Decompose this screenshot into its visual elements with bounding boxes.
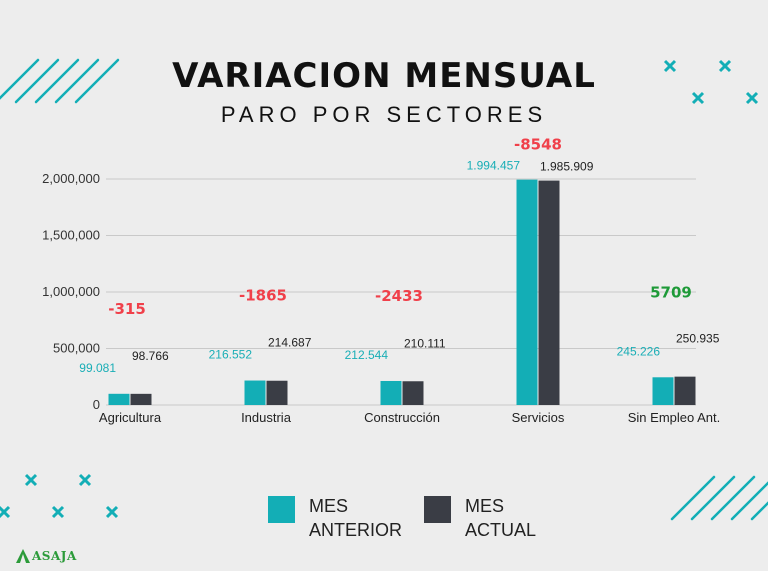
legend-item-mes-actual: MES ACTUAL xyxy=(424,494,555,542)
decor-x-mark xyxy=(24,473,38,487)
legend-swatch-mes-anterior xyxy=(268,496,295,523)
decor-x-mark xyxy=(718,59,732,73)
y-axis: 0 500,000 1,000,000 1,500,000 2,000,000 xyxy=(42,171,100,412)
data-label-mes-actual: 210.111 xyxy=(404,336,446,350)
legend-label-mes-actual: MES ACTUAL xyxy=(465,496,537,540)
chart-subtitle: PARO POR SECTORES xyxy=(220,102,548,127)
decor-stripe xyxy=(54,58,100,104)
bar-mes-anterior xyxy=(516,179,538,405)
decor-stripe xyxy=(730,481,768,521)
chart-title: VARIACION MENSUAL xyxy=(172,56,596,96)
decor-stripe xyxy=(0,58,40,100)
chart-bars xyxy=(108,179,696,405)
legend-swatch-mes-actual xyxy=(424,496,451,523)
variation-label: -315 xyxy=(108,300,146,318)
x-tick-label: Construcción xyxy=(364,410,440,425)
wheat-icon xyxy=(16,549,30,563)
x-tick-label: Servicios xyxy=(512,410,565,425)
variation-label: -2433 xyxy=(375,287,423,305)
y-tick-label: 2,000,000 xyxy=(42,171,100,186)
data-label-mes-actual: 98.766 xyxy=(132,349,169,363)
data-label-mes-actual: 250.935 xyxy=(676,332,720,346)
data-label-mes-anterior: 245.226 xyxy=(617,344,661,358)
bar-mes-anterior xyxy=(652,377,674,405)
x-axis: Agricultura Industria Construcción Servicio… xyxy=(99,410,720,425)
decor-stripe xyxy=(710,475,756,521)
bar-mes-actual xyxy=(538,180,560,405)
data-label-mes-actual: 214.687 xyxy=(268,336,312,350)
data-label-mes-anterior: 1.994.457 xyxy=(467,159,521,173)
decor-x-mark xyxy=(745,91,759,105)
decor-x-mark xyxy=(663,59,677,73)
asaja-logo: ASAJA xyxy=(16,549,77,563)
bar-mes-actual xyxy=(674,376,696,405)
bar-mes-anterior xyxy=(380,380,402,405)
decorations xyxy=(0,58,768,521)
y-tick-label: 500,000 xyxy=(53,341,100,356)
decor-stripe xyxy=(34,58,80,104)
x-tick-label: Sin Empleo Ant. xyxy=(628,410,721,425)
decor-stripe xyxy=(750,501,768,521)
y-tick-label: 1,000,000 xyxy=(42,284,100,299)
logo-text: ASAJA xyxy=(32,549,77,563)
legend-label-mes-anterior: MES ANTERIOR xyxy=(309,496,403,540)
decor-stripe xyxy=(670,475,716,521)
decor-stripe xyxy=(74,58,120,104)
bar-mes-actual xyxy=(402,381,424,405)
decor-x-mark xyxy=(0,505,11,519)
bar-mes-anterior xyxy=(108,393,130,405)
data-labels: 99.081 98.766 -315 216.552 214.687 -1865 212.5… xyxy=(79,136,719,375)
variation-label: 5709 xyxy=(650,283,692,301)
bar-mes-anterior xyxy=(244,380,266,405)
variation-label: -8548 xyxy=(514,136,562,154)
x-tick-label: Industria xyxy=(241,410,292,425)
decor-stripe xyxy=(14,58,60,104)
decor-x-mark xyxy=(105,505,119,519)
data-label-mes-actual: 1.985.909 xyxy=(540,160,594,174)
y-tick-label: 0 xyxy=(93,397,100,412)
data-label-mes-anterior: 99.081 xyxy=(79,361,116,375)
decor-x-mark xyxy=(51,505,65,519)
decor-x-mark xyxy=(691,91,705,105)
decor-x-mark xyxy=(78,473,92,487)
bar-mes-actual xyxy=(130,393,152,405)
decor-stripe xyxy=(690,475,736,521)
data-label-mes-anterior: 216.552 xyxy=(209,348,253,362)
x-tick-label: Agricultura xyxy=(99,410,162,425)
data-label-mes-anterior: 212.544 xyxy=(345,348,389,362)
variation-label: -1865 xyxy=(239,287,287,305)
chart-gridlines xyxy=(106,178,696,406)
y-tick-label: 1,500,000 xyxy=(42,228,100,243)
bar-mes-actual xyxy=(266,380,288,405)
legend-item-mes-anterior: MES ANTERIOR xyxy=(268,494,403,542)
